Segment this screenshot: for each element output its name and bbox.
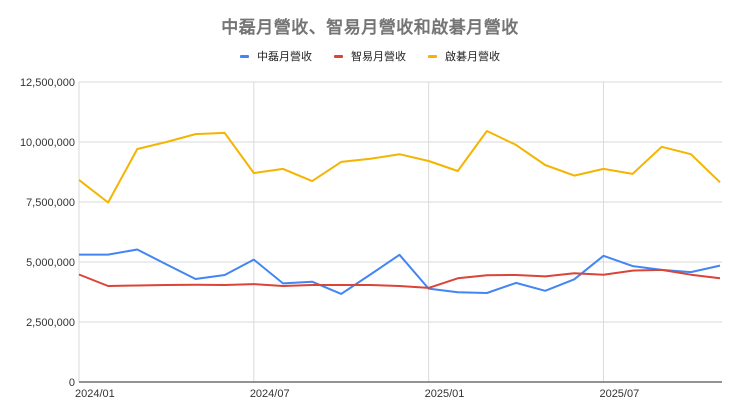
legend-label: 中磊月營收 [257,50,312,63]
y-tick-label: 10,000,000 [20,137,75,149]
y-tick-label: 12,500,000 [20,77,75,89]
y-tick-label: 2,500,000 [26,317,75,329]
series-lines [78,130,721,295]
series-line-1[interactable] [78,268,721,289]
gridlines [78,81,722,383]
legend-item-series-1[interactable]: 智易月營收 [334,48,406,64]
x-axis-tick-labels: 2024/01 2024/07 2025/01 2025/07 [75,388,639,400]
y-tick-label: 7,500,000 [26,197,75,209]
series-line-0[interactable] [79,248,721,295]
x-tick-label: 2025/01 [425,388,465,400]
y-tick-label: 5,000,000 [26,257,75,269]
x-tick-label: 2024/07 [250,388,290,400]
legend-swatch-blue-icon [240,54,249,58]
y-tick-label: 0 [69,377,75,389]
legend-swatch-yellow-icon [428,54,437,58]
chart-title: 中磊月營收、智易月營收和啟碁月營收 [221,18,519,38]
x-tick-label: 2025/07 [599,388,639,400]
x-tick-label: 2024/01 [75,388,115,400]
legend-swatch-red-icon [334,54,343,58]
legend-item-series-0[interactable]: 中磊月營收 [240,48,312,64]
legend: 中磊月營收 智易月營收 啟碁月營收 [0,48,740,64]
legend-label: 啟碁月營收 [445,50,500,63]
series-line-2[interactable] [78,130,721,204]
legend-item-series-2[interactable]: 啟碁月營收 [428,48,500,64]
legend-label: 智易月營收 [351,50,406,63]
y-axis-tick-labels: 0 2,500,000 5,000,000 7,500,000 10,000,000 12… [20,77,75,389]
